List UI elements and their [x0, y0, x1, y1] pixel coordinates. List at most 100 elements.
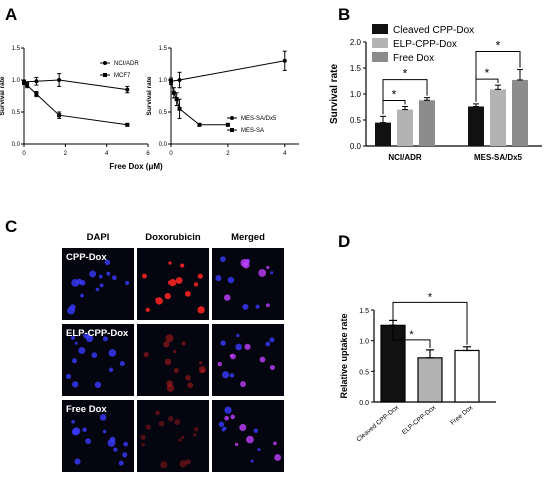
- data-point: [177, 106, 182, 111]
- panel-label-b: B: [338, 5, 350, 24]
- cell: [185, 375, 191, 381]
- cell: [173, 368, 179, 374]
- cell: [155, 410, 161, 416]
- data-point: [34, 79, 39, 84]
- legend-marker: [230, 128, 234, 132]
- cell: [104, 259, 111, 266]
- data-point: [171, 90, 176, 95]
- micrograph: [212, 324, 284, 396]
- significance-star: *: [428, 291, 433, 303]
- cell: [119, 361, 125, 367]
- cell: [181, 341, 186, 346]
- legend-label: NCI/ADR: [114, 61, 139, 67]
- y-tick-label: 1.0: [350, 90, 362, 99]
- legend-label: MES-SA/Dx5: [241, 116, 277, 122]
- cell: [269, 365, 275, 371]
- y-tick-label: 0.5: [359, 369, 369, 376]
- cell: [266, 265, 270, 270]
- cell: [140, 434, 146, 440]
- cell: [270, 271, 274, 275]
- bar: [454, 349, 480, 403]
- y-tick-label: 0.5: [159, 110, 168, 116]
- cell: [224, 415, 229, 421]
- cell: [71, 419, 76, 424]
- cell: [242, 303, 249, 310]
- significance-bracket: [475, 51, 521, 80]
- y-tick-label: 1.5: [12, 46, 21, 52]
- bar: [397, 109, 413, 146]
- legend-swatch: [372, 52, 388, 62]
- cell: [198, 361, 203, 365]
- cell: [244, 343, 251, 350]
- cell: [239, 423, 247, 432]
- cell: [229, 354, 233, 358]
- cell: [80, 293, 84, 298]
- cell: [109, 436, 116, 443]
- cell: [111, 275, 117, 281]
- cell: [174, 419, 181, 426]
- cell: [102, 429, 107, 434]
- x-tick-label: NCI/ADR: [388, 153, 422, 162]
- cell: [193, 282, 199, 287]
- cell: [255, 304, 260, 309]
- cell: [98, 274, 103, 279]
- data-point: [197, 122, 202, 127]
- cell: [273, 441, 277, 446]
- cell: [265, 303, 270, 308]
- y-tick-label: 1.0: [359, 339, 369, 346]
- cell: [265, 341, 271, 347]
- series-line: [170, 60, 285, 82]
- legend-label: MES-SA: [241, 128, 264, 134]
- cell: [72, 427, 81, 435]
- legend-label: Cleaved CPP-Dox: [393, 25, 474, 36]
- cell: [163, 341, 170, 348]
- cell: [173, 350, 177, 354]
- row-label: Free Dox: [66, 404, 107, 415]
- cell: [145, 307, 150, 312]
- cell: [240, 381, 246, 387]
- row-label: CPP-Dox: [66, 252, 107, 263]
- bar: [375, 122, 391, 146]
- cell: [108, 349, 117, 357]
- cell: [257, 448, 261, 452]
- y-tick-label: 1.5: [159, 46, 168, 52]
- bar: [419, 100, 435, 146]
- cell: [164, 293, 171, 300]
- cell: [215, 275, 222, 282]
- cell: [253, 428, 259, 434]
- cell: [122, 452, 128, 458]
- cell: [197, 273, 203, 279]
- cell: [222, 371, 230, 379]
- bar: [417, 357, 443, 403]
- data-point: [125, 87, 130, 92]
- micrograph: [137, 324, 209, 396]
- y-tick-label: 0.0: [159, 142, 168, 148]
- panel-label-c: C: [5, 217, 17, 236]
- data-point: [177, 78, 182, 82]
- x-tick-label: 4: [105, 151, 109, 157]
- bar: [512, 79, 528, 146]
- cell: [142, 273, 147, 279]
- chart-b-survival-bars: 0.0 0.5 1.0 1.5 2.0 Survival rate NCI/ADR MES-S…: [329, 24, 542, 162]
- panel-c-microscopy: DAPI Doxorubicin Merged CPP-Dox ELP-CPP-Dox F…: [62, 232, 284, 472]
- cell: [217, 361, 222, 367]
- column-header: DAPI: [87, 232, 110, 243]
- cell: [184, 290, 191, 297]
- cell: [99, 283, 104, 288]
- legend-label: MCF7: [114, 73, 131, 79]
- cell: [94, 381, 102, 388]
- micrograph: [62, 400, 134, 472]
- significance-bracket: [382, 79, 428, 101]
- cell: [74, 458, 81, 465]
- cell: [274, 454, 282, 461]
- cell: [160, 461, 168, 469]
- data-point: [282, 58, 287, 63]
- cell: [234, 442, 239, 447]
- cell: [220, 256, 226, 263]
- y-tick-label: 1.5: [350, 64, 362, 73]
- series-line: [23, 79, 128, 91]
- cell: [230, 414, 236, 420]
- x-tick-label: 2: [64, 151, 68, 157]
- significance-bracket: [475, 78, 499, 102]
- y-axis-title: Survival rate: [0, 76, 6, 115]
